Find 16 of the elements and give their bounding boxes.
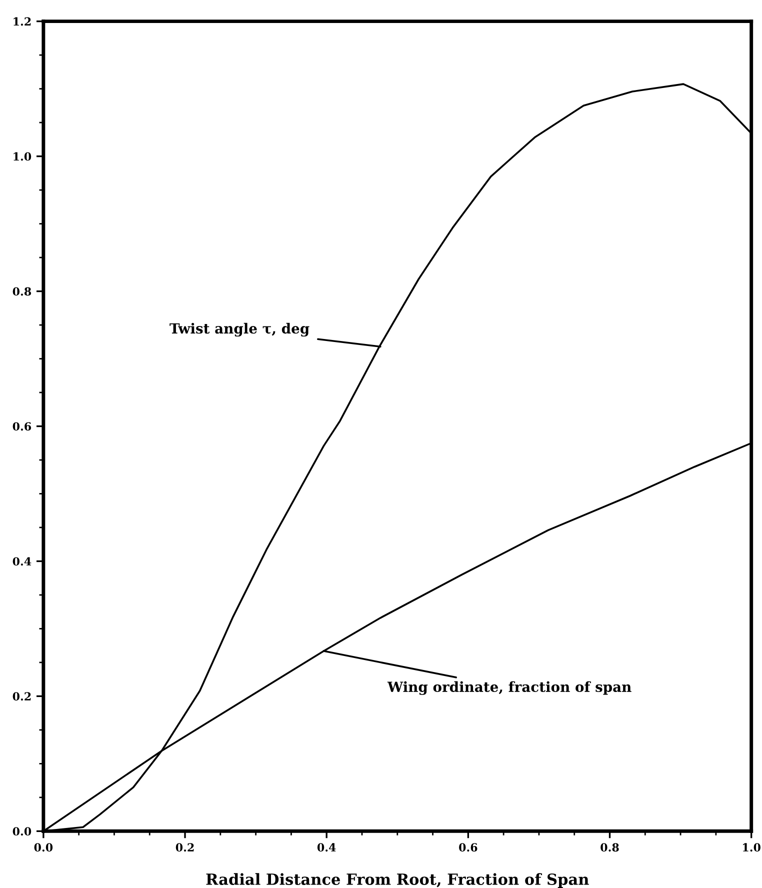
- x-tick-label: 0.0: [34, 843, 53, 852]
- y-tick-label: 0.2: [12, 692, 31, 701]
- x-tick-label: 0.6: [459, 843, 478, 852]
- y-tick-label: 0.8: [12, 287, 32, 296]
- y-tick-label: 0.6: [12, 422, 32, 431]
- x-tick-label: 1.0: [743, 843, 760, 852]
- y-tick-label: 0.4: [12, 557, 32, 566]
- annotation: Twist angle τ, deg: [170, 322, 310, 337]
- x-tick-label: 0.2: [176, 843, 194, 852]
- y-tick-label: 0.0: [12, 827, 32, 836]
- x-tick-label: 0.4: [317, 843, 336, 852]
- x-tick-label: 0.8: [600, 843, 619, 852]
- annotation: Wing ordinate, fraction of span: [387, 681, 632, 695]
- y-tick-label: 1.0: [14, 152, 32, 161]
- x-axis-title: Radial Distance From Root, Fraction of Span: [206, 873, 589, 888]
- y-tick-label: 1.2: [14, 17, 31, 26]
